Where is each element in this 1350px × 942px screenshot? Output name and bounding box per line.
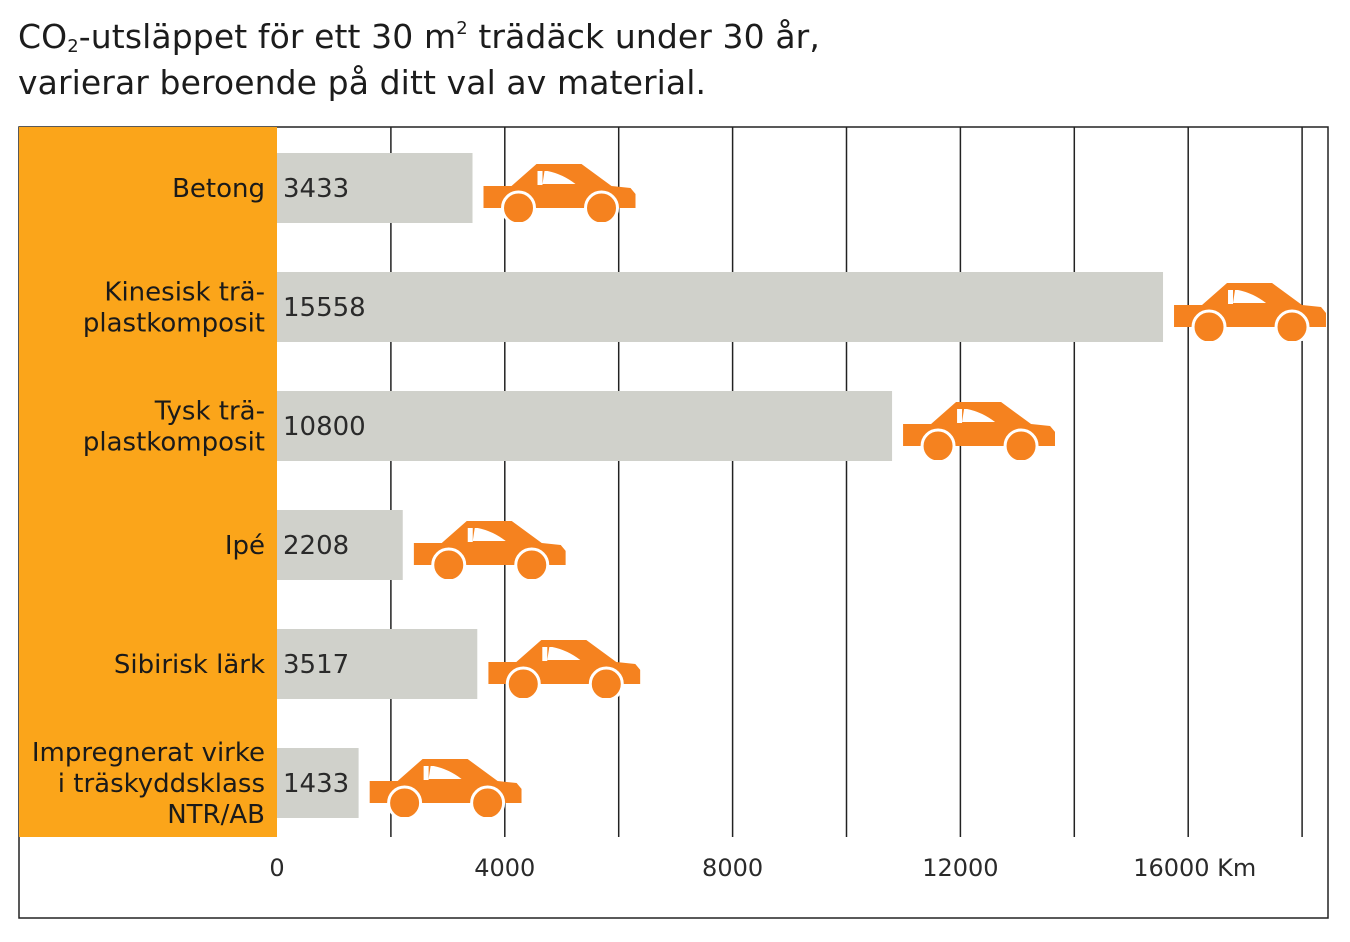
bar-row: 1433 Impregnerat virke i träskyddsklass NTR…: [32, 738, 522, 830]
category-label: Tysk trä-plastkomposit: [83, 397, 265, 458]
bar: [277, 153, 473, 223]
bar-row: 3517 Sibirisk lärk: [114, 629, 641, 699]
tick-label: 4000: [474, 854, 535, 882]
bar: [277, 272, 1164, 342]
value-label: 15558: [283, 293, 366, 323]
bar: [277, 510, 403, 580]
bar: [277, 629, 478, 699]
bar-row: 3433 Betong: [172, 153, 636, 223]
title-line-2: varierar beroende på ditt val av materia…: [18, 63, 707, 102]
category-label: Ipé: [225, 531, 265, 561]
category-label-line: i träskyddsklass: [58, 769, 265, 799]
category-label-line: Sibirisk lärk: [114, 650, 265, 680]
category-label-line: Kinesisk trä-: [104, 278, 265, 308]
category-label: Kinesisk trä-plastkomposit: [83, 278, 265, 339]
value-label: 2208: [283, 531, 349, 561]
bar: [277, 748, 359, 818]
bar: [277, 391, 893, 461]
bar-row: 15558 Kinesisk trä-plastkomposit: [83, 272, 1327, 342]
x-axis-ticks: 0 4000 8000 12000 16000 Km: [269, 854, 1256, 882]
car-icon: [903, 402, 1056, 460]
category-label-line: NTR/AB: [167, 800, 265, 830]
value-label: 3517: [283, 650, 349, 680]
value-label: 10800: [283, 412, 366, 442]
car-icon: [369, 759, 522, 817]
bar-row: 10800 Tysk trä-plastkomposit: [83, 391, 1056, 461]
category-label: Impregnerat virke i träskyddsklass NTR/AB: [32, 738, 265, 830]
value-label: 1433: [283, 769, 349, 799]
category-panel: [19, 127, 277, 837]
tick-label: 12000: [922, 854, 998, 882]
tick-label: 16000 Km: [1133, 854, 1256, 882]
car-icon: [488, 640, 641, 698]
category-label: Betong: [172, 174, 265, 204]
car-icon: [1174, 283, 1327, 341]
category-label-line: Tysk trä-: [154, 397, 265, 427]
car-icon: [413, 521, 566, 579]
car-icon: [483, 164, 636, 222]
tick-label: 8000: [702, 854, 763, 882]
gridlines: [390, 127, 1303, 837]
category-label-line: Impregnerat virke: [32, 738, 265, 768]
category-label-line: plastkomposit: [83, 428, 265, 458]
title-line-1: CO2-utsläppet för ett 30 m2 trädäck unde…: [18, 17, 820, 57]
category-label: Sibirisk lärk: [114, 650, 265, 680]
tick-label: 0: [269, 854, 284, 882]
bar-row: 2208 Ipé: [225, 510, 566, 580]
chart-title: CO2-utsläppet för ett 30 m2 trädäck unde…: [18, 14, 820, 106]
value-label: 3433: [283, 174, 349, 204]
category-label-line: Ipé: [225, 531, 265, 561]
category-label-line: Betong: [172, 174, 265, 204]
category-label-line: plastkomposit: [83, 309, 265, 339]
